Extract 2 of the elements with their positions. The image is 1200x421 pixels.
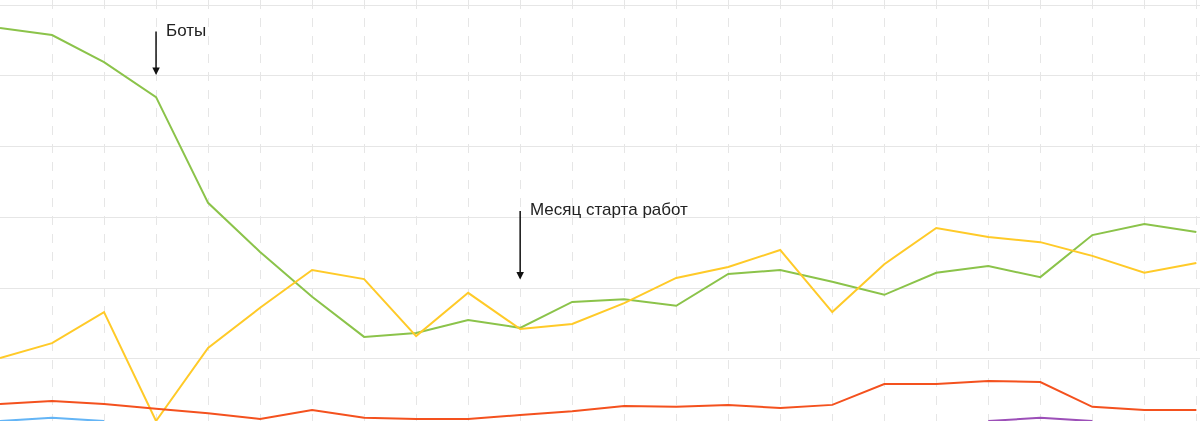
annotation: Месяц старта работ: [530, 200, 689, 219]
annotation: Боты: [166, 21, 207, 40]
